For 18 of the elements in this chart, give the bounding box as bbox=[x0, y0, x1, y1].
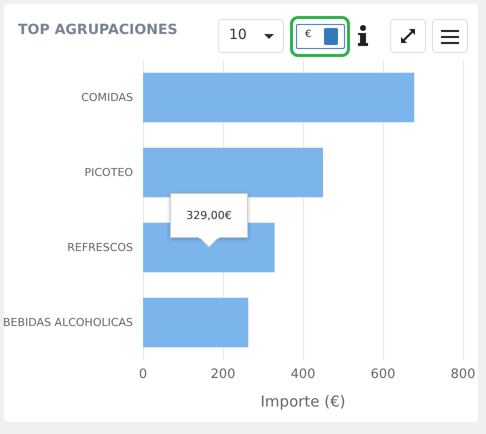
bar bbox=[143, 148, 324, 198]
tooltip: 329,00€ bbox=[170, 193, 248, 249]
x-tick-label: 600 bbox=[370, 367, 396, 382]
dropdown: 10 bbox=[218, 19, 284, 53]
y-tick-label: REFRESCOS bbox=[67, 241, 134, 254]
x-tick-label: 0 bbox=[138, 367, 148, 382]
x-axis-title: Importe (€) bbox=[260, 392, 346, 410]
x-tick-label: 400 bbox=[290, 367, 316, 382]
bar bbox=[143, 298, 248, 348]
y-tick-label: COMIDAS bbox=[81, 91, 134, 104]
x-tick-label: 200 bbox=[210, 367, 236, 382]
y-tick-label: BEBIDAS ALCOHOLICAS bbox=[2, 316, 134, 329]
toggle-switch: € bbox=[296, 24, 345, 49]
annotation: 329,00€ bbox=[170, 193, 248, 238]
x-tick-label: 800 bbox=[450, 367, 476, 382]
y-tick-label: PICOTEO bbox=[84, 166, 134, 179]
bar bbox=[143, 72, 414, 122]
chart-title: TOP AGRUPACIONES bbox=[18, 22, 178, 38]
